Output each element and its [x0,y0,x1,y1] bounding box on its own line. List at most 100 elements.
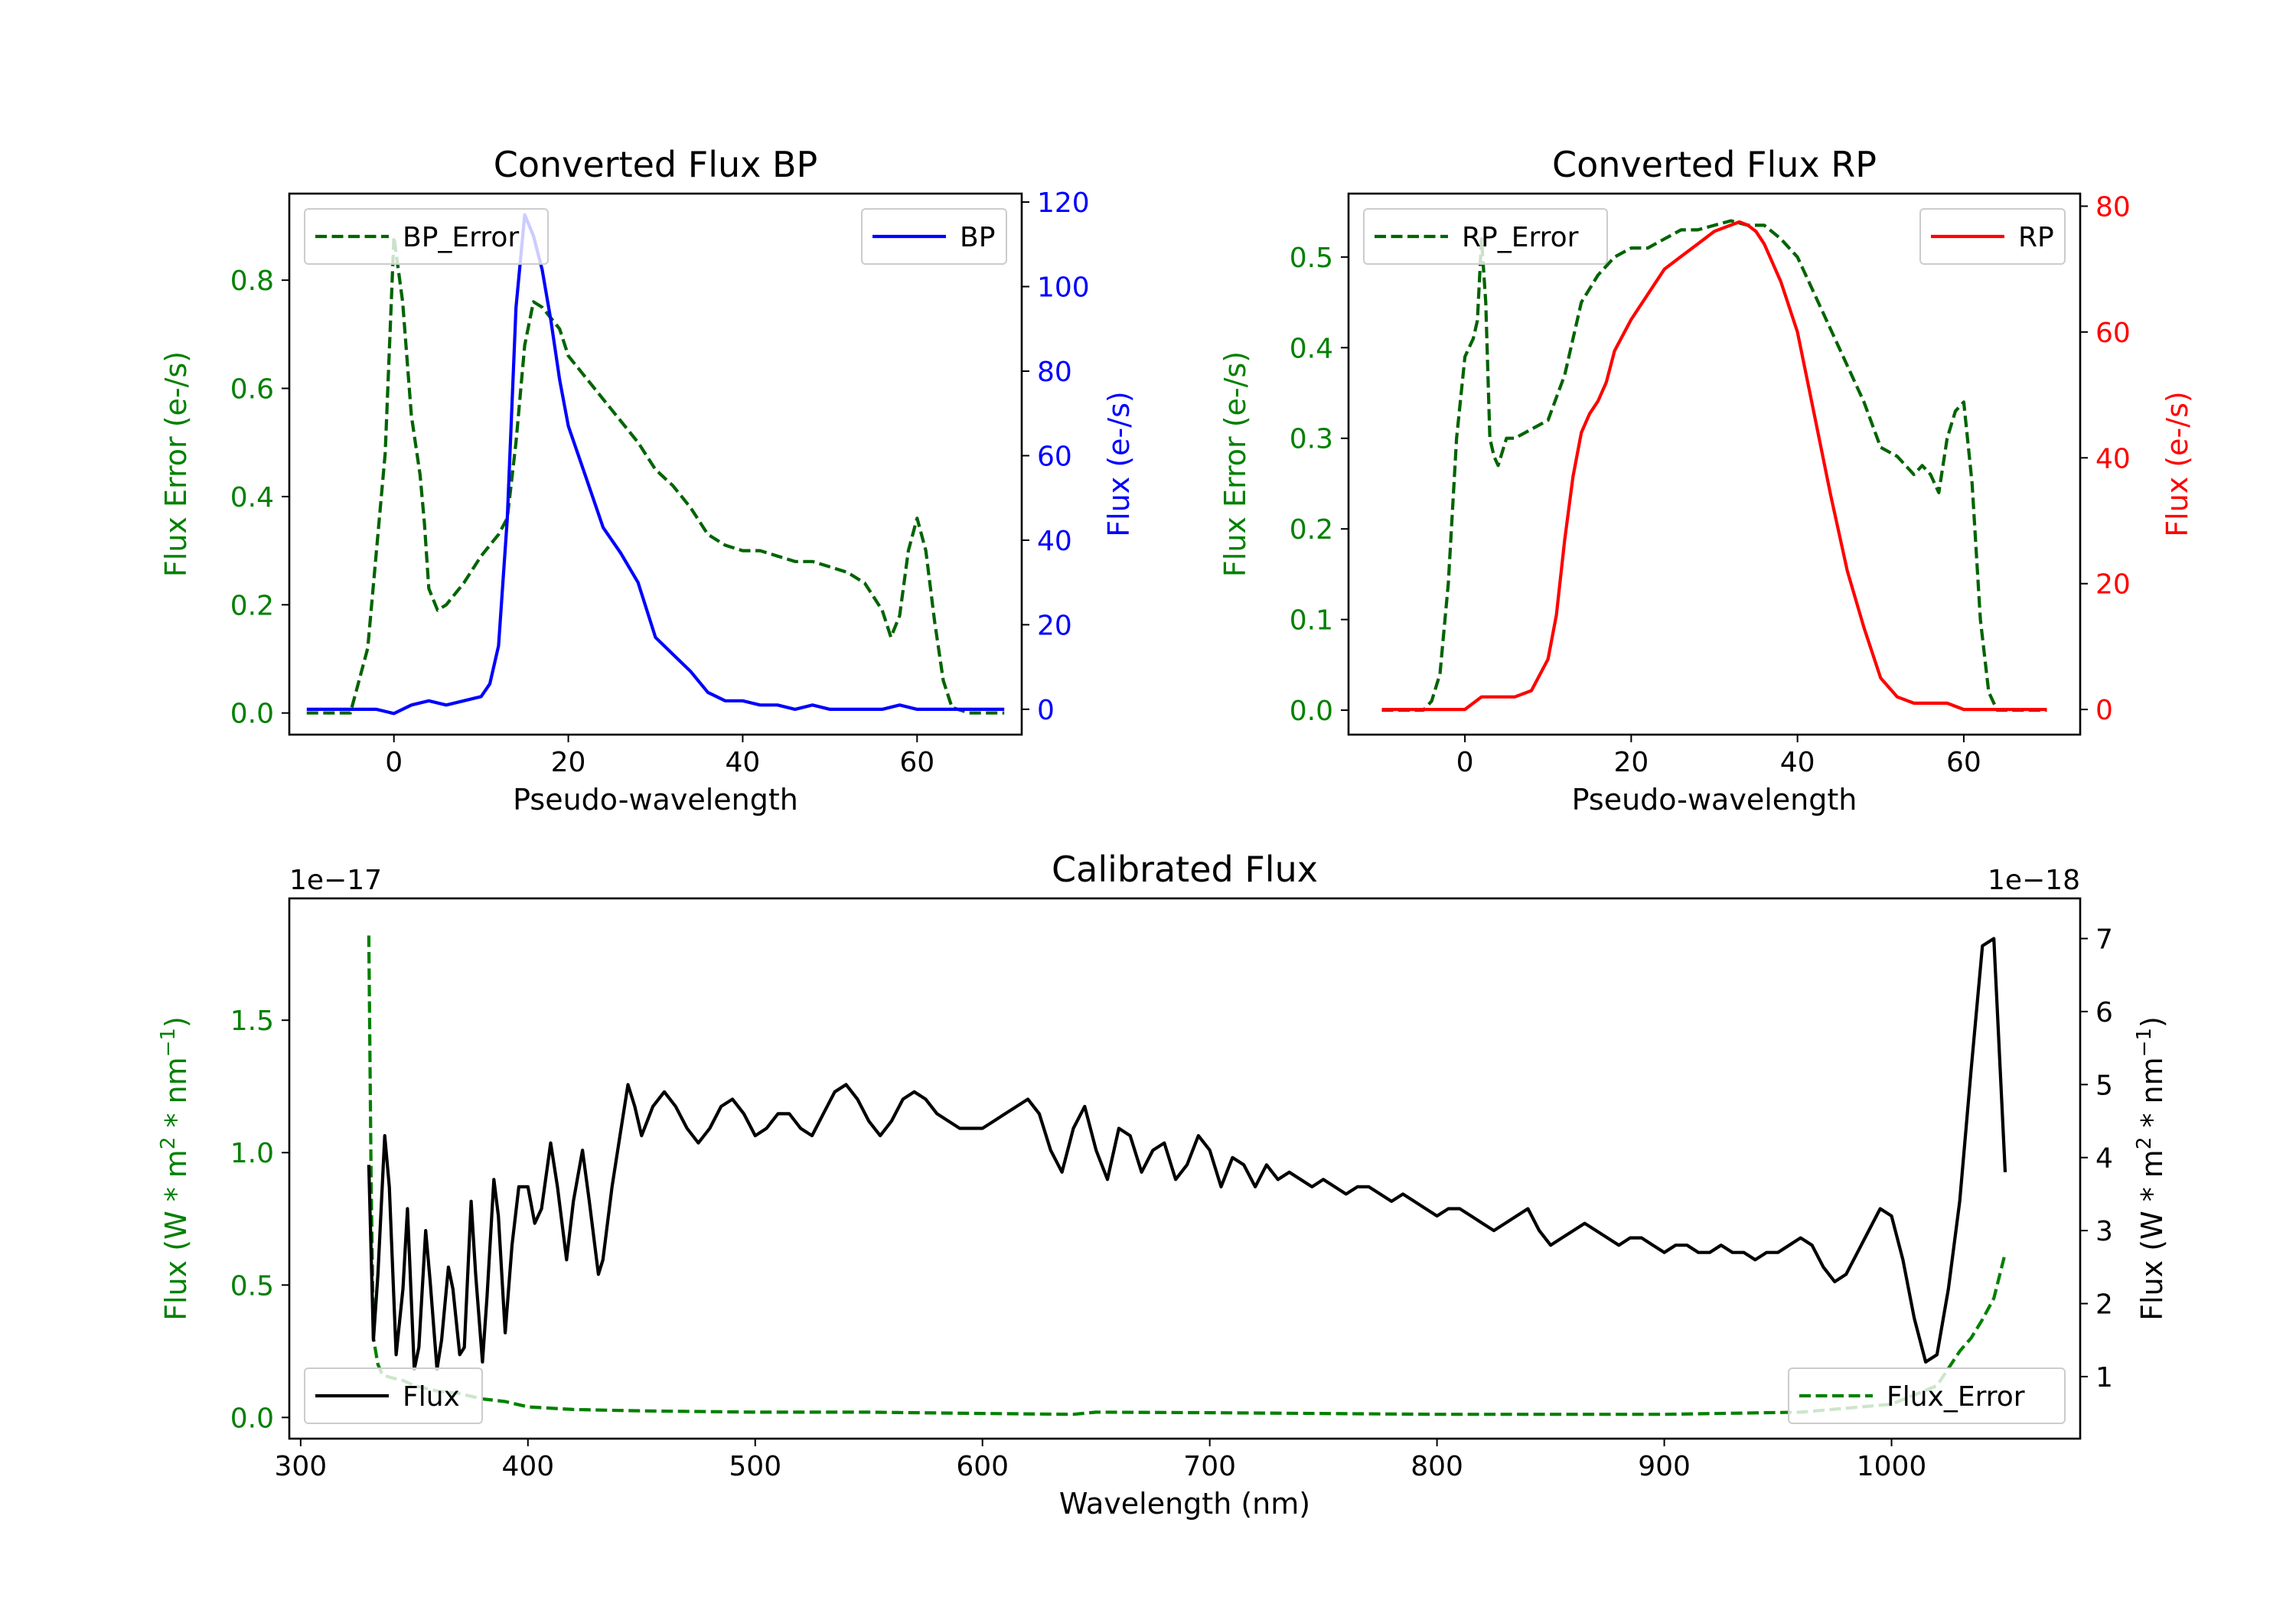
calibrated-panel: Calibrated Flux 300 400 500 600 700 800 900 1000… [157,849,2169,1521]
y-right-tick-label: 20 [1037,610,1072,641]
y-right-tick-label: 80 [1037,357,1072,388]
x-tick-label: 0 [1456,747,1474,778]
x-tick-label: 20 [1613,747,1649,778]
x-axis: 300 400 500 600 700 800 900 1000 [274,1439,1926,1482]
y-right-tick-label: 80 [2095,191,2131,223]
legend: BP [861,208,1007,265]
x-tick-label: 400 [501,1451,554,1482]
chart-title: Calibrated Flux [1052,849,1318,890]
y-right-tick-label: 4 [2095,1143,2113,1175]
series-line-bp [306,213,1005,715]
y-right-tick-label: 3 [2095,1216,2113,1247]
rp-panel: Converted Flux RP 0 20 40 60 Pseudo-wavelengt… [1218,144,2194,817]
x-tick-label: 1000 [1857,1451,1927,1482]
y-left-tick-label: 0.1 [1290,605,1333,637]
y-right-tick-label: 2 [2095,1289,2113,1321]
legend-label: Flux_Error [1887,1381,2025,1413]
x-tick-label: 500 [729,1451,781,1482]
chart-title: Converted Flux RP [1552,144,1877,185]
y-right-tick-label: 0 [1037,695,1055,726]
x-tick-label: 600 [956,1451,1009,1482]
x-tick-label: 700 [1183,1451,1236,1482]
legend-label: Flux [403,1381,460,1413]
y-axis-label-left: Flux (W * m2 * nm−1) [157,1016,193,1321]
x-tick-label: 60 [1946,747,1981,778]
y-left-tick-label: 0.0 [1290,696,1333,727]
y-right-tick-label: 120 [1037,187,1090,219]
y-left-tick-label: 0.0 [230,1403,274,1434]
series-line-bp-error [306,235,1005,715]
x-tick-label: 300 [274,1451,327,1482]
y-left-tick-label: 0.5 [1290,243,1333,274]
legend-label: RP [2018,222,2054,253]
legend: RP_Error [1363,208,1608,265]
y-right-tick-label: 1 [2095,1362,2113,1393]
axes-frame [1347,192,2082,736]
legend: BP_Error [304,208,549,265]
legend-box [304,1367,483,1424]
axes-frame [288,897,2082,1440]
x-axis-label: Wavelength (nm) [1059,1487,1310,1521]
y-axis-label-left: Flux Error (e-/s) [1218,351,1252,577]
legend-label: BP [960,222,995,253]
y-axis-right: 0 20 40 60 80 100 120 [1022,187,1090,726]
y-left-tick-label: 0.0 [230,699,274,730]
bp-panel: Converted Flux BP 0 20 40 60 Pseudo-wavelengt… [159,144,1136,817]
legend: RP [1919,208,2066,265]
y-axis-left: 0.0 0.2 0.4 0.6 0.8 [230,266,289,730]
series-line-flux [367,937,2007,1371]
y-axis-right: 0 20 40 60 80 [2080,191,2131,726]
y-left-tick-label: 0.2 [1290,514,1333,546]
x-tick-label: 900 [1638,1451,1691,1482]
x-tick-label: 40 [726,747,761,778]
y-right-tick-label: 60 [1037,441,1072,472]
x-axis-label: Pseudo-wavelength [513,783,798,817]
x-axis-label: Pseudo-wavelength [1572,783,1857,817]
y-right-tick-label: 40 [1037,526,1072,557]
legend-box [1788,1367,2066,1424]
y-left-tick-label: 0.6 [230,374,274,406]
offset-label-right: 1e−18 [1988,865,2080,896]
x-axis: 0 20 40 60 [1456,735,1981,778]
x-tick-label: 60 [899,747,934,778]
series-line-rp [1381,220,2047,712]
y-left-tick-label: 1.5 [230,1006,274,1037]
x-tick-label: 20 [551,747,586,778]
y-right-tick-label: 60 [2095,318,2131,349]
legend-box [1363,208,1608,265]
legend-label: RP_Error [1462,222,1579,253]
plot-area [1381,219,2047,712]
legend: Flux_Error [1788,1367,2066,1424]
y-axis-label-right: Flux (W * m2 * nm−1) [2133,1016,2169,1321]
series-line-rp-error [1381,219,2047,712]
y-right-tick-label: 5 [2095,1070,2113,1101]
y-left-tick-label: 0.8 [230,266,274,297]
plot-area [367,935,2007,1416]
legend-label: BP_Error [403,222,519,253]
y-left-tick-label: 0.4 [1290,333,1333,364]
x-tick-label: 0 [385,747,403,778]
y-left-tick-label: 0.4 [230,482,274,513]
axes-frame [288,192,1023,736]
y-axis-left: 0.0 0.5 1.0 1.5 [230,1006,289,1434]
y-left-tick-label: 0.3 [1290,424,1333,455]
y-right-tick-label: 20 [2095,569,2131,601]
x-tick-label: 800 [1411,1451,1463,1482]
y-right-tick-label: 6 [2095,997,2113,1028]
y-axis-label-right: Flux (e-/s) [1102,391,1136,536]
x-tick-label: 40 [1780,747,1815,778]
y-axis-left: 0.0 0.1 0.2 0.3 0.4 0.5 [1290,243,1349,727]
legend: Flux [304,1367,483,1424]
y-axis-right: 1 2 3 4 5 6 7 [2080,924,2113,1393]
x-axis: 0 20 40 60 [385,735,934,778]
y-right-tick-label: 40 [2095,443,2131,474]
y-axis-label-left: Flux Error (e-/s) [159,351,193,577]
y-left-tick-label: 1.0 [230,1138,274,1169]
y-axis-label-right: Flux (e-/s) [2161,391,2194,536]
y-left-tick-label: 0.5 [230,1270,274,1302]
y-right-tick-label: 0 [2095,695,2113,726]
y-right-tick-label: 100 [1037,272,1090,304]
y-right-tick-label: 7 [2095,924,2113,955]
y-left-tick-label: 0.2 [230,590,274,621]
